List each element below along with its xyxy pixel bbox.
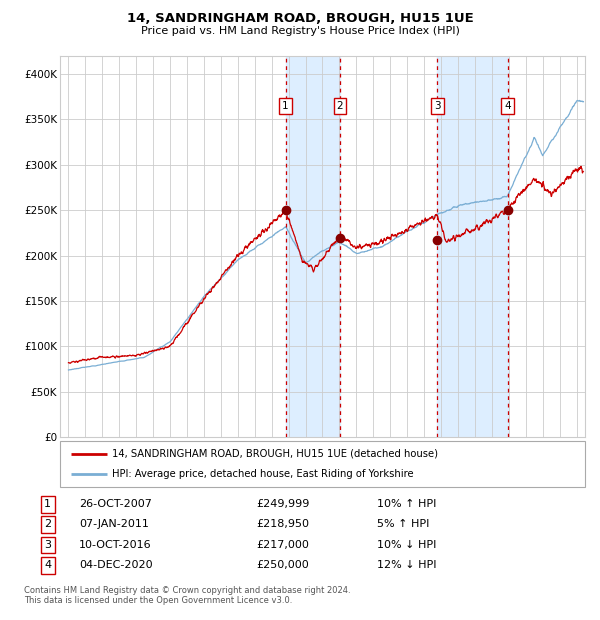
Text: £218,950: £218,950 [256, 520, 309, 529]
Text: £250,000: £250,000 [256, 560, 308, 570]
Text: 1: 1 [44, 499, 51, 509]
Text: Contains HM Land Registry data © Crown copyright and database right 2024.: Contains HM Land Registry data © Crown c… [24, 586, 350, 595]
Text: Price paid vs. HM Land Registry's House Price Index (HPI): Price paid vs. HM Land Registry's House … [140, 26, 460, 36]
Text: 14, SANDRINGHAM ROAD, BROUGH, HU15 1UE (detached house): 14, SANDRINGHAM ROAD, BROUGH, HU15 1UE (… [113, 449, 439, 459]
Text: 4: 4 [504, 100, 511, 111]
Text: 4: 4 [44, 560, 51, 570]
Text: 10% ↑ HPI: 10% ↑ HPI [377, 499, 437, 509]
Text: 3: 3 [44, 540, 51, 550]
Bar [286, 56, 340, 437]
FancyBboxPatch shape [60, 441, 585, 487]
Text: HPI: Average price, detached house, East Riding of Yorkshire: HPI: Average price, detached house, East… [113, 469, 414, 479]
Text: 12% ↓ HPI: 12% ↓ HPI [377, 560, 437, 570]
Text: 3: 3 [434, 100, 440, 111]
Text: 2: 2 [337, 100, 343, 111]
Text: 10-OCT-2016: 10-OCT-2016 [79, 540, 152, 550]
Bar [437, 56, 508, 437]
Text: This data is licensed under the Open Government Licence v3.0.: This data is licensed under the Open Gov… [24, 596, 292, 606]
Text: £217,000: £217,000 [256, 540, 309, 550]
Text: 07-JAN-2011: 07-JAN-2011 [79, 520, 149, 529]
Text: 10% ↓ HPI: 10% ↓ HPI [377, 540, 437, 550]
Text: 26-OCT-2007: 26-OCT-2007 [79, 499, 152, 509]
Text: £249,999: £249,999 [256, 499, 309, 509]
Text: 5% ↑ HPI: 5% ↑ HPI [377, 520, 430, 529]
Text: 04-DEC-2020: 04-DEC-2020 [79, 560, 153, 570]
Text: 14, SANDRINGHAM ROAD, BROUGH, HU15 1UE: 14, SANDRINGHAM ROAD, BROUGH, HU15 1UE [127, 12, 473, 25]
Text: 2: 2 [44, 520, 51, 529]
Text: 1: 1 [282, 100, 289, 111]
